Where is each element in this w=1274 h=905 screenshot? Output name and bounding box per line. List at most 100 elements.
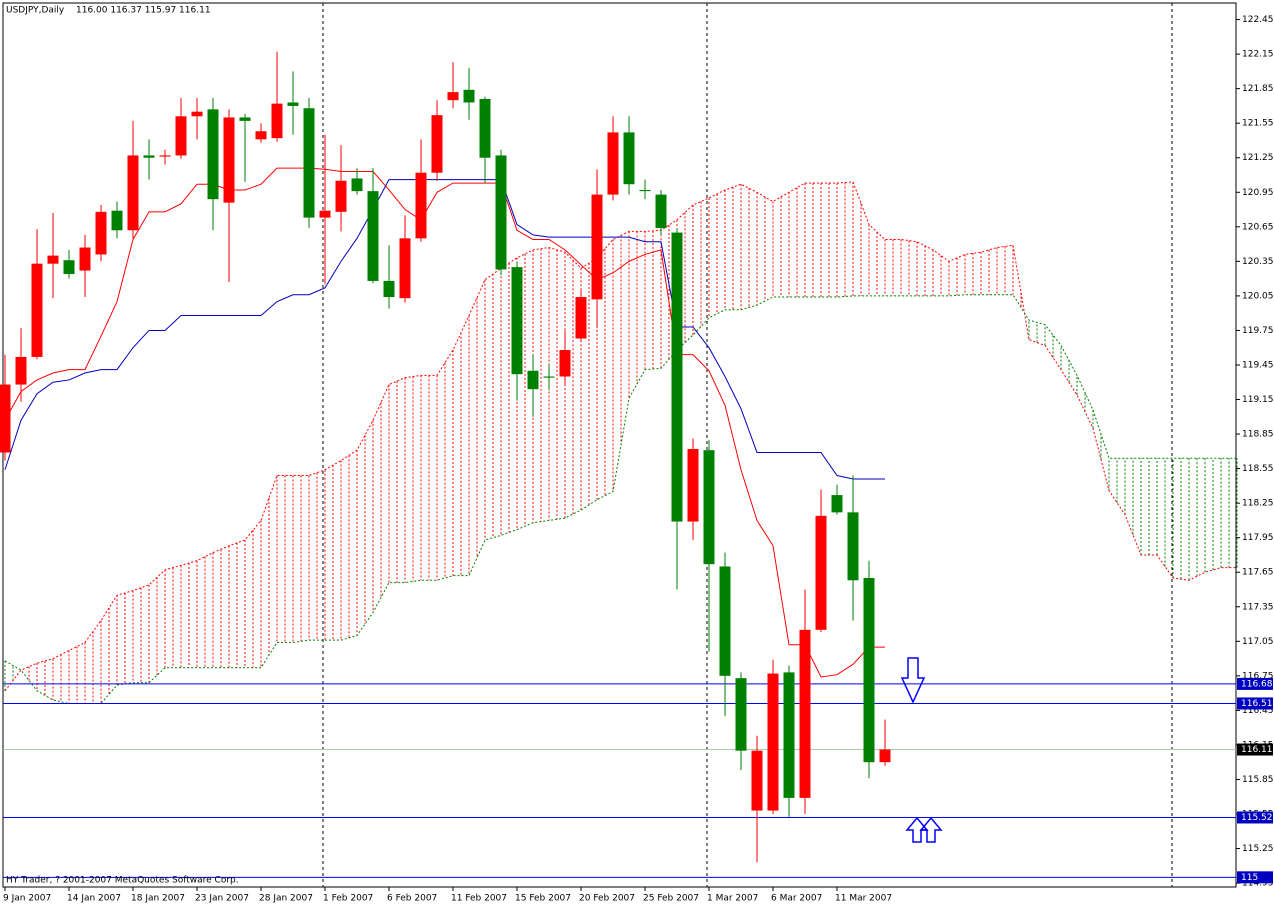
cloud (4, 181, 1238, 704)
chart-title: USDJPY,Daily (6, 6, 65, 16)
candle-body (607, 132, 619, 195)
y-tick-label: 121.55 (1242, 119, 1274, 129)
indicators (4, 167, 885, 678)
y-tick-label: 120.95 (1242, 188, 1274, 198)
y-tick-label: 120.05 (1242, 291, 1274, 301)
y-tick-label: 117.65 (1242, 568, 1274, 578)
level-label: 115.52 (1241, 813, 1273, 823)
x-tick-label: 6 Mar 2007 (771, 894, 822, 904)
candle-body (799, 629, 811, 798)
candle-body (271, 103, 283, 139)
level-box (1237, 677, 1273, 690)
candle-body (543, 376, 555, 378)
candle-body (767, 673, 779, 811)
candle-body (655, 194, 667, 228)
candle-body (255, 131, 267, 140)
candle-body (863, 577, 875, 763)
candle-body (15, 356, 27, 385)
candle-body (879, 749, 891, 763)
x-tick-label: 1 Feb 2007 (323, 894, 373, 904)
y-tick-label: 122.15 (1242, 50, 1274, 60)
candle-body (303, 108, 315, 218)
y-tick-label: 118.85 (1242, 430, 1274, 440)
candle-body (127, 155, 139, 231)
span-b (4, 294, 1237, 704)
candle-body (687, 449, 699, 522)
y-tick-label: 118.25 (1242, 499, 1274, 509)
level-box (1237, 743, 1273, 756)
candle-body (79, 247, 91, 271)
level-box (1237, 697, 1273, 710)
candle-body (335, 180, 347, 212)
y-tick-label: 118.55 (1242, 464, 1274, 474)
candle-body (223, 117, 235, 203)
x-tick-label: 11 Mar 2007 (835, 894, 892, 904)
y-tick-label: 119.75 (1242, 326, 1274, 336)
candle-body (639, 189, 651, 192)
x-tick-label: 28 Jan 2007 (259, 894, 313, 904)
candle-body (623, 132, 635, 185)
candle-body (735, 678, 747, 751)
x-tick-label: 11 Feb 2007 (451, 894, 507, 904)
candle-body (287, 102, 299, 106)
candle-body (0, 384, 11, 453)
candle-body (527, 370, 539, 390)
y-tick-label: 115.85 (1242, 775, 1274, 785)
candle-body (831, 495, 843, 513)
level-label: 115 (1241, 873, 1258, 883)
candle-body (415, 172, 427, 239)
candle-body (847, 512, 859, 581)
candle-body (495, 155, 507, 270)
candle-body (463, 89, 475, 103)
level-box (1237, 811, 1273, 824)
y-tick-label: 119.15 (1242, 395, 1274, 405)
candle-body (95, 211, 107, 255)
candle-body (319, 210, 331, 218)
candle-body (575, 297, 587, 339)
candle-body (399, 238, 411, 299)
candle-body (175, 116, 187, 156)
candle-body (751, 750, 763, 811)
candle-body (671, 232, 683, 522)
y-tick-label: 122.45 (1242, 15, 1274, 25)
x-tick-label: 9 Jan 2007 (3, 894, 51, 904)
span-a (4, 181, 1237, 692)
y-tick-label: 120.65 (1242, 222, 1274, 232)
buy-arrow (905, 816, 929, 843)
y-tick-label: 116.75 (1242, 671, 1274, 681)
y-tick-label: 115.25 (1242, 844, 1274, 854)
y-tick-label: 114.95 (1242, 879, 1274, 889)
axes: 122.45 122.15 121.85 121.55 121.25 120.95 120.… (3, 15, 1274, 903)
x-tick-label: 20 Feb 2007 (579, 894, 635, 904)
candle-body (783, 672, 795, 798)
candle-body (591, 194, 603, 300)
x-tick-label: 23 Jan 2007 (195, 894, 249, 904)
candle-body (159, 155, 171, 157)
x-tick-label: 6 Feb 2007 (387, 894, 437, 904)
x-tick-label: 14 Jan 2007 (67, 894, 121, 904)
candle-body (191, 111, 203, 117)
level-label: 116.68 (1241, 679, 1273, 689)
plot-frame (2, 2, 1237, 888)
arrows (900, 657, 943, 843)
candle-body (367, 191, 379, 281)
indicator-line (4, 167, 885, 678)
candle-body (63, 260, 75, 275)
candle-body (111, 210, 123, 231)
y-tick-label: 121.85 (1242, 84, 1274, 94)
y-tick-label: 116.45 (1242, 706, 1274, 716)
candle-body (207, 109, 219, 200)
candle-body (447, 92, 459, 101)
footer: HY Trader, ? 2001-2007 MetaQuotes Softwa… (6, 876, 239, 886)
ohlc-values: 116.00 116.37 115.97 116.11 (76, 6, 211, 16)
x-tick-label: 25 Feb 2007 (643, 894, 699, 904)
y-tick-label: 120.35 (1242, 257, 1274, 267)
level-label: 116.51 (1241, 699, 1273, 709)
candle-body (383, 280, 395, 298)
candle-body (239, 117, 251, 121)
y-tick-label: 117.35 (1242, 602, 1274, 612)
indicator-line (4, 179, 885, 480)
sell-arrow (900, 657, 926, 704)
x-tick-label: 1 Mar 2007 (707, 894, 758, 904)
